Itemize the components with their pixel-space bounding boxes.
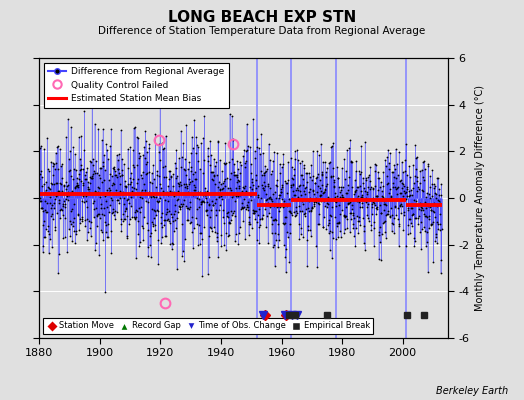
Text: LONG BEACH EXP STN: LONG BEACH EXP STN <box>168 10 356 25</box>
Y-axis label: Monthly Temperature Anomaly Difference (°C): Monthly Temperature Anomaly Difference (… <box>475 85 485 311</box>
Legend: Station Move, Record Gap, Time of Obs. Change, Empirical Break: Station Move, Record Gap, Time of Obs. C… <box>43 318 373 334</box>
Text: Difference of Station Temperature Data from Regional Average: Difference of Station Temperature Data f… <box>99 26 425 36</box>
Text: Berkeley Earth: Berkeley Earth <box>436 386 508 396</box>
